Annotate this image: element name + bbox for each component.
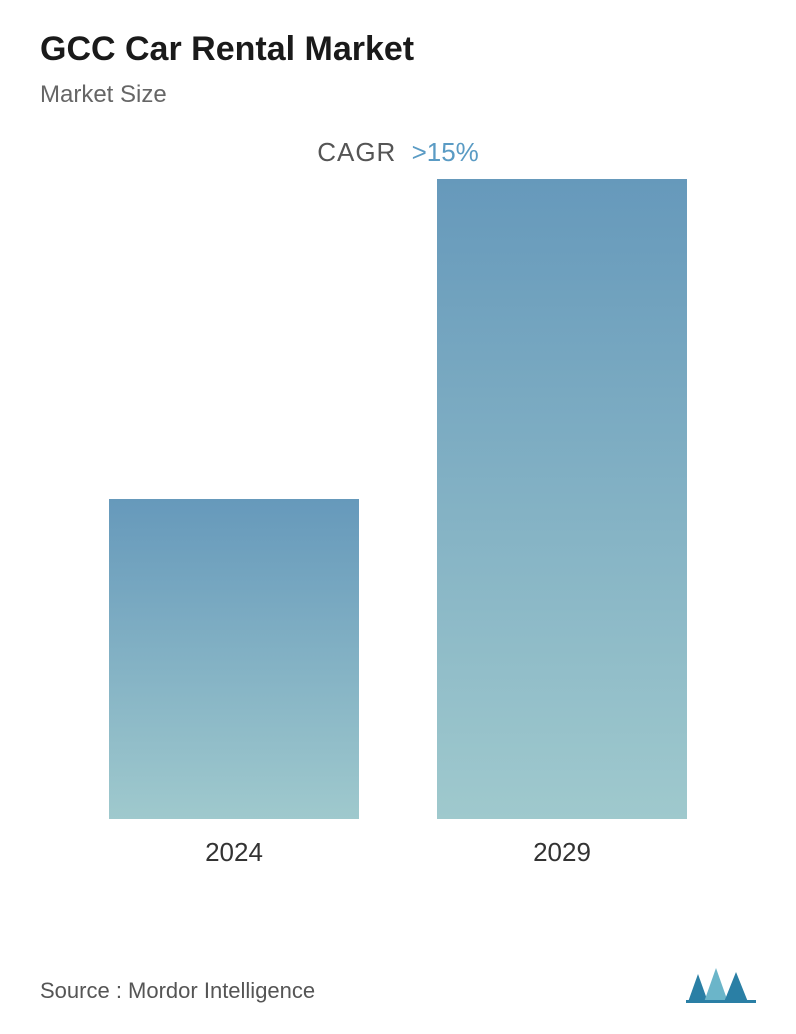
cagr-label: CAGR bbox=[317, 137, 396, 167]
footer: Source : Mordor Intelligence bbox=[40, 964, 756, 1004]
bar-group-2029: 2029 bbox=[437, 179, 687, 868]
bar-2029 bbox=[437, 179, 687, 819]
bar-group-2024: 2024 bbox=[109, 499, 359, 868]
bar-label-2029: 2029 bbox=[533, 837, 591, 868]
source-text: Source : Mordor Intelligence bbox=[40, 978, 315, 1004]
mordor-logo-icon bbox=[686, 964, 756, 1004]
bar-label-2024: 2024 bbox=[205, 837, 263, 868]
chart-area: 2024 2029 bbox=[40, 208, 756, 888]
page-subtitle: Market Size bbox=[40, 81, 756, 109]
cagr-value: >15% bbox=[412, 137, 479, 167]
bar-2024 bbox=[109, 499, 359, 819]
cagr-row: CAGR >15% bbox=[40, 137, 756, 168]
page-title: GCC Car Rental Market bbox=[40, 30, 756, 69]
